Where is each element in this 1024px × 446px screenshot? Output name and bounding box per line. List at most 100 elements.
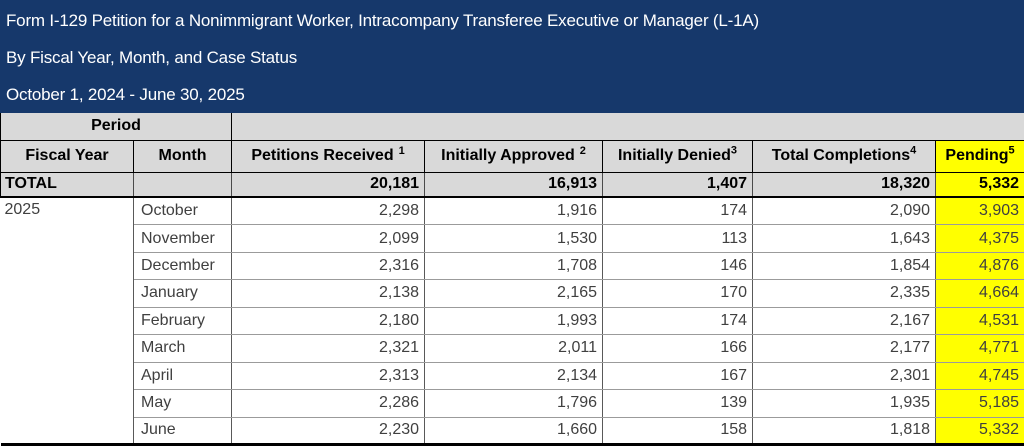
value-cell: 166: [602, 334, 753, 363]
value-cell: 174: [602, 307, 753, 336]
month-cell: October: [132, 197, 232, 226]
value-cell: 2,321: [231, 334, 425, 363]
col-header-initially-denied: Initially Denied3: [602, 140, 754, 173]
value-cell: 4,876: [935, 252, 1024, 281]
row-november: November 2,099 1,530 113 1,643 4,375: [1, 224, 1024, 253]
month-cell: December: [132, 252, 232, 281]
value-cell: 4,664: [935, 279, 1024, 308]
col-header-petitions-received: Petitions Received 1: [231, 140, 426, 173]
value-cell: 1,854: [752, 252, 936, 281]
total-value-cell: 18,320: [752, 172, 936, 199]
report-banner: Form I-129 Petition for a Nonimmigrant W…: [0, 0, 1024, 113]
table-head: Period Fiscal Year Month Petitions Receive…: [0, 113, 1024, 173]
value-cell: 4,771: [935, 334, 1024, 363]
footnote-marker: 4: [910, 144, 917, 157]
row-may: May 2,286 1,796 139 1,935 5,185: [1, 389, 1024, 418]
value-cell: 139: [602, 389, 753, 418]
row-february: February 2,180 1,993 174 2,167 4,531: [1, 307, 1024, 336]
col-header-label: Initially Approved: [441, 147, 575, 164]
value-cell: 146: [602, 252, 753, 281]
row-december: December 2,316 1,708 146 1,854 4,876: [1, 252, 1024, 281]
value-cell: 1,530: [424, 224, 603, 253]
value-cell: 2,316: [231, 252, 425, 281]
value-cell: 2,011: [424, 334, 603, 363]
fiscal-year-cell: 2025: [0, 197, 134, 445]
period-row: Period: [0, 113, 1024, 141]
total-value-cell: 5,332: [935, 172, 1024, 199]
value-cell: 2,230: [231, 417, 425, 445]
col-header-label: Petitions Received: [251, 147, 394, 164]
col-header-label: Month: [158, 147, 207, 164]
row-january: January 2,138 2,165 170 2,335 4,664: [1, 279, 1024, 308]
value-cell: 2,099: [231, 224, 425, 253]
value-cell: 170: [602, 279, 753, 308]
data-table: Period Fiscal Year Month Petitions Receive…: [0, 113, 1024, 446]
period-header: Period: [0, 113, 233, 141]
value-cell: 1,660: [424, 417, 603, 445]
total-value-cell: 20,181: [231, 172, 425, 199]
value-cell: 1,796: [424, 389, 603, 418]
footnote-marker: 5: [1008, 144, 1015, 157]
value-cell: 1,916: [424, 197, 603, 226]
col-header-label: Total Completions: [771, 147, 911, 164]
col-header-pending: Pending5: [935, 140, 1024, 173]
col-header-label: Initially Denied: [617, 147, 731, 164]
value-cell: 1,643: [752, 224, 936, 253]
value-cell: 2,335: [752, 279, 936, 308]
value-cell: 1,935: [752, 389, 936, 418]
col-header-fiscal-year: Fiscal Year: [0, 140, 134, 173]
value-cell: 4,745: [935, 362, 1024, 391]
month-cell: February: [132, 307, 232, 336]
value-cell: 5,185: [935, 389, 1024, 418]
report-date-range: October 1, 2024 - June 30, 2025: [6, 84, 245, 104]
period-filler-cell: [231, 113, 1024, 141]
col-header-label: Fiscal Year: [25, 147, 109, 164]
value-cell: 3,903: [935, 197, 1024, 226]
value-cell: 2,313: [231, 362, 425, 391]
value-cell: 2,177: [752, 334, 936, 363]
value-cell: 2,165: [424, 279, 603, 308]
value-cell: 174: [602, 197, 753, 226]
total-month-cell: [132, 172, 232, 199]
report-title: Form I-129 Petition for a Nonimmigrant W…: [6, 10, 759, 30]
value-cell: 167: [602, 362, 753, 391]
value-cell: 2,286: [231, 389, 425, 418]
value-cell: 4,531: [935, 307, 1024, 336]
column-header-row: Fiscal Year Month Petitions Received 1 Initi…: [0, 140, 1024, 173]
footnote-marker: 3: [730, 144, 738, 157]
value-cell: 5,332: [935, 417, 1024, 445]
value-cell: 4,375: [935, 224, 1024, 253]
value-cell: 1,818: [752, 417, 936, 445]
footnote-marker: 1: [398, 144, 405, 157]
value-cell: 1,708: [424, 252, 603, 281]
total-value-cell: 16,913: [424, 172, 603, 199]
value-cell: 2,301: [752, 362, 936, 391]
value-cell: 113: [602, 224, 753, 253]
total-value-cell: 1,407: [602, 172, 753, 199]
value-cell: 2,138: [231, 279, 425, 308]
total-label: TOTAL: [0, 172, 134, 199]
value-cell: 2,298: [231, 197, 425, 226]
footnote-marker: 2: [579, 144, 586, 157]
value-cell: 2,180: [231, 307, 425, 336]
month-cell: January: [132, 279, 232, 308]
col-header-month: Month: [132, 140, 233, 173]
row-march: March 2,321 2,011 166 2,177 4,771: [1, 334, 1024, 363]
month-cell: May: [132, 389, 232, 418]
value-cell: 2,167: [752, 307, 936, 336]
col-header-total-completions: Total Completions4: [752, 140, 937, 173]
value-cell: 2,090: [752, 197, 936, 226]
month-cell: November: [132, 224, 232, 253]
value-cell: 1,993: [424, 307, 603, 336]
row-april: April 2,313 2,134 167 2,301 4,745: [1, 362, 1024, 391]
table-body: TOTAL 20,181 16,913 1,407 18,320 5,332 2025 Oct…: [0, 172, 1024, 445]
value-cell: 158: [602, 417, 753, 445]
month-cell: March: [132, 334, 232, 363]
report-subtitle: By Fiscal Year, Month, and Case Status: [6, 47, 298, 67]
month-cell: April: [132, 362, 232, 391]
row-june: June 2,230 1,660 158 1,818 5,332: [1, 417, 1024, 445]
col-header-initially-approved: Initially Approved 2: [424, 140, 604, 173]
row-october: 2025 October 2,298 1,916 174 2,090 3,903: [0, 197, 1024, 445]
month-cell: June: [132, 417, 232, 445]
